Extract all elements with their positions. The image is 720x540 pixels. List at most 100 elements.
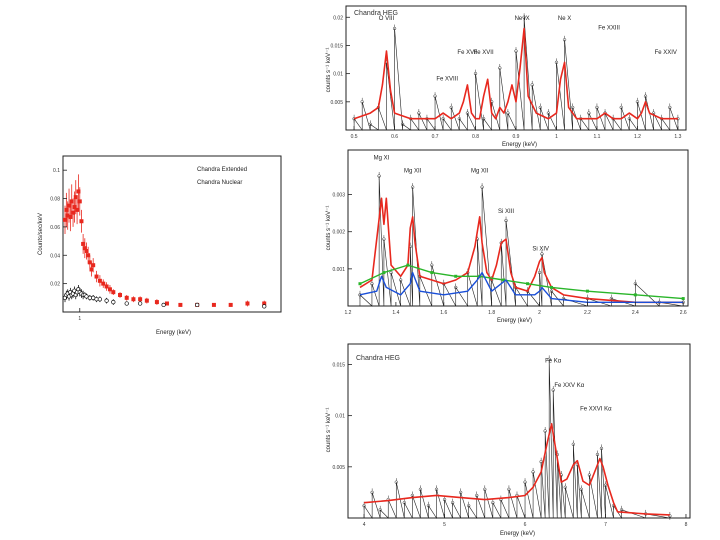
data-point-extended — [82, 246, 87, 251]
plot-frame — [347, 149, 689, 307]
line-annotation: Fe XXVI Kα — [580, 407, 612, 413]
y-axis-label: counts s⁻¹ keV⁻¹ — [326, 48, 332, 93]
data-point-extended — [164, 301, 169, 306]
y-axis-label: counts s⁻¹ keV⁻¹ — [326, 408, 332, 453]
x-tick-label: 1.1 — [593, 134, 600, 140]
data-point-green — [550, 285, 554, 289]
chart3-marks — [358, 172, 685, 308]
line-annotation: Si XIV — [532, 246, 549, 252]
data-point-extended — [131, 297, 136, 302]
x-tick-label: 2.2 — [584, 310, 591, 316]
y-tick-label: 0.06 — [50, 225, 60, 231]
x-tick-label: 6 — [524, 522, 527, 528]
data-point-nuclear — [195, 302, 200, 308]
data-point-extended — [69, 199, 74, 204]
data-point-extended — [245, 301, 250, 306]
data-histogram — [353, 17, 679, 131]
data-point-nuclear — [124, 301, 129, 306]
y-tick-label: 0.01 — [333, 72, 343, 78]
chart1-marks — [62, 174, 267, 309]
data-point-extended — [94, 274, 99, 279]
data-point-extended — [67, 203, 72, 208]
data-point-extended — [138, 297, 143, 302]
y-tick-label: 0.002 — [332, 230, 345, 236]
x-tick-label: 2.4 — [632, 310, 639, 316]
x-tick-label: 0.8 — [472, 134, 479, 140]
line-annotation: Fe Kα — [545, 358, 562, 364]
y-tick-label: 0.015 — [330, 43, 343, 49]
data-point-extended — [86, 253, 91, 258]
data-point-extended — [101, 281, 106, 286]
data-point-extended — [154, 300, 159, 305]
data-point-extended — [118, 292, 123, 297]
data-point-extended — [144, 298, 149, 303]
x-tick-label: 1.4 — [392, 310, 399, 316]
x-tick-label: 0.7 — [432, 134, 439, 140]
x-axis-label: Energy (keV) — [500, 531, 535, 537]
data-point-green — [358, 282, 362, 286]
data-point-extended — [75, 207, 80, 212]
data-point-green — [406, 263, 410, 267]
data-point-nuclear — [111, 299, 116, 305]
y-tick-label: 0.02 — [333, 15, 343, 21]
data-point-extended — [73, 195, 78, 200]
data-point-extended — [81, 241, 86, 246]
data-histogram — [363, 359, 671, 520]
x-axis-label: Energy (keV) — [497, 318, 532, 324]
chart4-marks — [362, 355, 672, 520]
chart4-ticks: 4 5 6 7 8 0.005 0.01 0.015 — [332, 362, 687, 528]
x-tick-label: 0.9 — [513, 134, 520, 140]
data-point-extended — [89, 267, 94, 272]
data-point-extended — [84, 249, 89, 254]
line-annotation: Fe XVII — [457, 50, 477, 56]
data-point-extended — [211, 302, 216, 307]
data-point-green — [681, 297, 685, 301]
y-tick-label: 0.001 — [332, 267, 345, 273]
y-tick-label: 0.005 — [330, 100, 343, 106]
plot-frame — [62, 155, 282, 313]
data-point-extended — [65, 213, 70, 218]
x-tick-label: 0.5 — [351, 134, 358, 140]
data-point-green — [633, 293, 637, 297]
data-point-green — [430, 271, 434, 275]
legend-entry-nuclear: Chandra Nuclear — [197, 180, 242, 186]
x-tick-label: 1 — [555, 134, 558, 140]
data-point-extended — [79, 219, 84, 224]
data-point-nuclear — [161, 302, 166, 308]
chart-heg-soft-spectrum: Chandra HEG 0.5 0.6 0.7 0.8 0.9 1 1.1 1.2 1.3 0.0… — [326, 5, 687, 148]
series-line-blue — [359, 271, 684, 303]
x-tick-label: 2 — [538, 310, 541, 316]
data-point-extended — [97, 278, 102, 283]
data-point-nuclear — [104, 298, 109, 303]
x-tick-label: 7 — [604, 522, 607, 528]
data-point-green — [502, 278, 506, 282]
line-annotation: Fe XXIV — [655, 50, 677, 56]
line-annotation: Ne X — [558, 16, 571, 22]
data-point-extended — [63, 217, 68, 222]
data-point-green — [585, 289, 589, 293]
chart3-annotations: Mg XI Mg XII Mg XII Si XIII Si XIV — [374, 155, 549, 252]
x-tick-label: 4 — [363, 522, 366, 528]
y-tick-label: 0.02 — [50, 282, 60, 288]
x-tick-label: 0.6 — [391, 134, 398, 140]
data-point-extended — [91, 263, 96, 268]
chart-heg-mg-si-spectrum: 1.2 1.4 1.6 1.8 2 2.2 2.4 2.6 0.001 0.002 0.003 Mg… — [326, 149, 689, 324]
data-point-green — [526, 282, 530, 286]
data-point-extended — [77, 199, 82, 204]
line-annotation: Si XIII — [498, 209, 514, 215]
chart2-ticks: 0.5 0.6 0.7 0.8 0.9 1 1.1 1.2 1.3 0.005 0.01 0.015 0… — [330, 15, 681, 140]
x-tick-label: 1.8 — [488, 310, 495, 316]
y-tick-label: 0.04 — [50, 253, 60, 259]
data-point-extended — [64, 207, 69, 212]
data-point-extended — [71, 210, 76, 215]
line-annotation: Fe XXIII — [598, 26, 620, 32]
y-axis-label: counts s⁻¹ keV⁻¹ — [326, 206, 332, 251]
series-line-model — [359, 197, 684, 304]
x-tick-label: 1.2 — [345, 310, 352, 316]
x-tick-label: 1 — [78, 316, 81, 322]
data-point-green — [454, 274, 458, 278]
chart1-ticks: 1 0.02 0.04 0.06 0.08 0.1 — [50, 168, 81, 322]
series-line-green — [359, 264, 684, 300]
chart-title: Chandra HEG — [354, 10, 398, 17]
